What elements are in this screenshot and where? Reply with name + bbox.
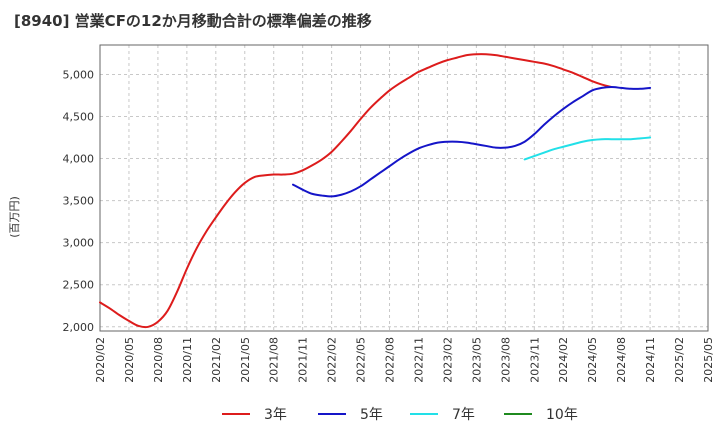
legend-label: 7年 <box>452 407 475 423</box>
x-tick-label: 2024/08 <box>615 337 628 383</box>
y-tick-label: 4,500 <box>63 111 95 124</box>
legend-label: 5年 <box>360 407 383 423</box>
x-tick-label: 2020/08 <box>152 337 165 383</box>
x-tick-label: 2022/08 <box>384 337 397 383</box>
legend-label: 10年 <box>546 407 578 423</box>
x-tick-label: 2020/05 <box>123 337 136 383</box>
chart-title: [8940] 営業CFの12か月移動合計の標準偏差の推移 <box>14 12 372 30</box>
y-tick-label: 2,000 <box>63 321 95 334</box>
y-tick-label: 5,000 <box>63 68 95 81</box>
series-line-2 <box>523 136 652 161</box>
x-tick-label: 2020/11 <box>181 337 194 383</box>
x-tick-label: 2025/02 <box>673 337 686 383</box>
x-tick-label: 2024/02 <box>557 337 570 383</box>
series-line-1 <box>292 86 652 198</box>
x-tick-label: 2025/05 <box>702 337 715 383</box>
x-tick-label: 2022/02 <box>326 337 339 383</box>
x-tick-label: 2022/05 <box>355 337 368 383</box>
y-tick-label: 3,000 <box>63 237 95 250</box>
x-tick-label: 2024/05 <box>586 337 599 383</box>
series-line-0 <box>99 53 613 329</box>
legend-label: 3年 <box>264 407 287 423</box>
x-tick-label: 2024/11 <box>644 337 657 383</box>
y-tick-label: 3,500 <box>63 195 95 208</box>
x-tick-label: 2021/11 <box>297 337 310 383</box>
x-tick-label: 2021/02 <box>210 337 223 383</box>
x-tick-label: 2023/05 <box>470 337 483 383</box>
x-tick-label: 2021/08 <box>268 337 281 383</box>
plot-frame <box>99 44 709 332</box>
x-tick-label: 2022/11 <box>412 337 425 383</box>
x-tick-label: 2023/11 <box>528 337 541 383</box>
x-tick-label: 2020/02 <box>94 337 107 383</box>
plot-area <box>100 45 708 331</box>
x-tick-label: 2021/05 <box>239 337 252 383</box>
x-tick-label: 2023/08 <box>499 337 512 383</box>
y-tick-label: 4,000 <box>63 153 95 166</box>
y-tick-label: 2,500 <box>63 279 95 292</box>
x-tick-label: 2023/02 <box>441 337 454 383</box>
